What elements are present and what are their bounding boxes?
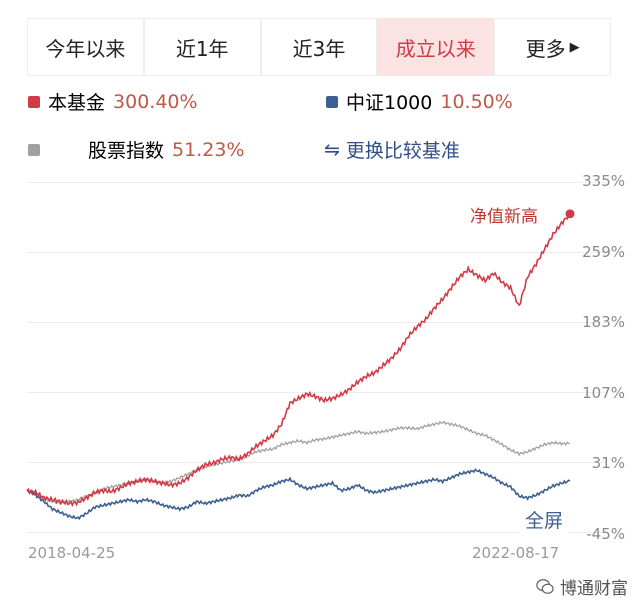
tab-more[interactable]: 更多 ▶ [494, 18, 611, 76]
tab-more-label: 更多 [525, 36, 566, 61]
stock-index-color-swatch [28, 143, 40, 156]
new-high-annotation: 净值新高 [470, 207, 538, 227]
fullscreen-label: 全屏 [524, 509, 563, 532]
gridline [27, 532, 607, 533]
gridline [27, 322, 607, 323]
series-line-csi1000 [26, 468, 571, 521]
legend-csi1000-value: 10.50% [440, 90, 513, 113]
peak-marker [565, 209, 575, 219]
legend-csi1000-name: 中证1000 [346, 92, 433, 114]
gridline [27, 392, 607, 393]
legend-stock-index-value: 51.23% [172, 138, 245, 161]
y-tick-label: 259% [582, 243, 625, 261]
watermark: 博通财富 [536, 574, 628, 599]
gridline [27, 462, 607, 463]
gridline [27, 182, 607, 183]
legend-csi1000: 中证1000 10.50% [326, 88, 513, 115]
tab-3y[interactable]: 近3年 [260, 18, 378, 76]
tab-ytd[interactable]: 今年以来 [27, 18, 144, 76]
wechat-icon [536, 578, 554, 594]
legend-row-2: 股票指数 51.23% ⇋ 更换比较基准 [0, 136, 640, 166]
change-benchmark-label: 更换比较基准 [345, 140, 460, 162]
legend-fund-value: 300.40% [113, 90, 198, 113]
period-tabs: 今年以来 近1年 近3年 成立以来 更多 ▶ [27, 18, 611, 76]
x-end-label: 2022-08-17 [472, 544, 560, 562]
legend-row-1: 本基金 300.40% 中证1000 10.50% [0, 88, 640, 118]
legend-stock-index-name: 股票指数 [88, 140, 165, 162]
fullscreen-button[interactable]: 全屏 [516, 505, 572, 533]
legend-fund-name: 本基金 [48, 92, 106, 114]
legend-fund: 本基金 300.40% [28, 88, 198, 115]
legend-stock-index: 股票指数 51.23% [28, 136, 244, 163]
swap-icon: ⇋ [324, 138, 340, 161]
tab-since-inception[interactable]: 成立以来 [377, 18, 495, 76]
y-tick-label: -45% [586, 525, 625, 543]
fund-color-swatch [28, 95, 40, 108]
gridline [27, 252, 607, 253]
tab-1y[interactable]: 近1年 [143, 18, 261, 76]
y-tick-label: 335% [582, 172, 625, 190]
triangle-right-icon: ▶ [569, 39, 580, 55]
y-tick-label: 183% [582, 313, 625, 331]
y-tick-label: 107% [582, 384, 625, 402]
y-tick-label: 31% [591, 454, 625, 472]
csi1000-color-swatch [326, 95, 338, 108]
watermark-text: 博通财富 [560, 579, 628, 599]
change-benchmark-link[interactable]: ⇋ 更换比较基准 [324, 136, 460, 163]
x-start-label: 2018-04-25 [28, 544, 116, 562]
